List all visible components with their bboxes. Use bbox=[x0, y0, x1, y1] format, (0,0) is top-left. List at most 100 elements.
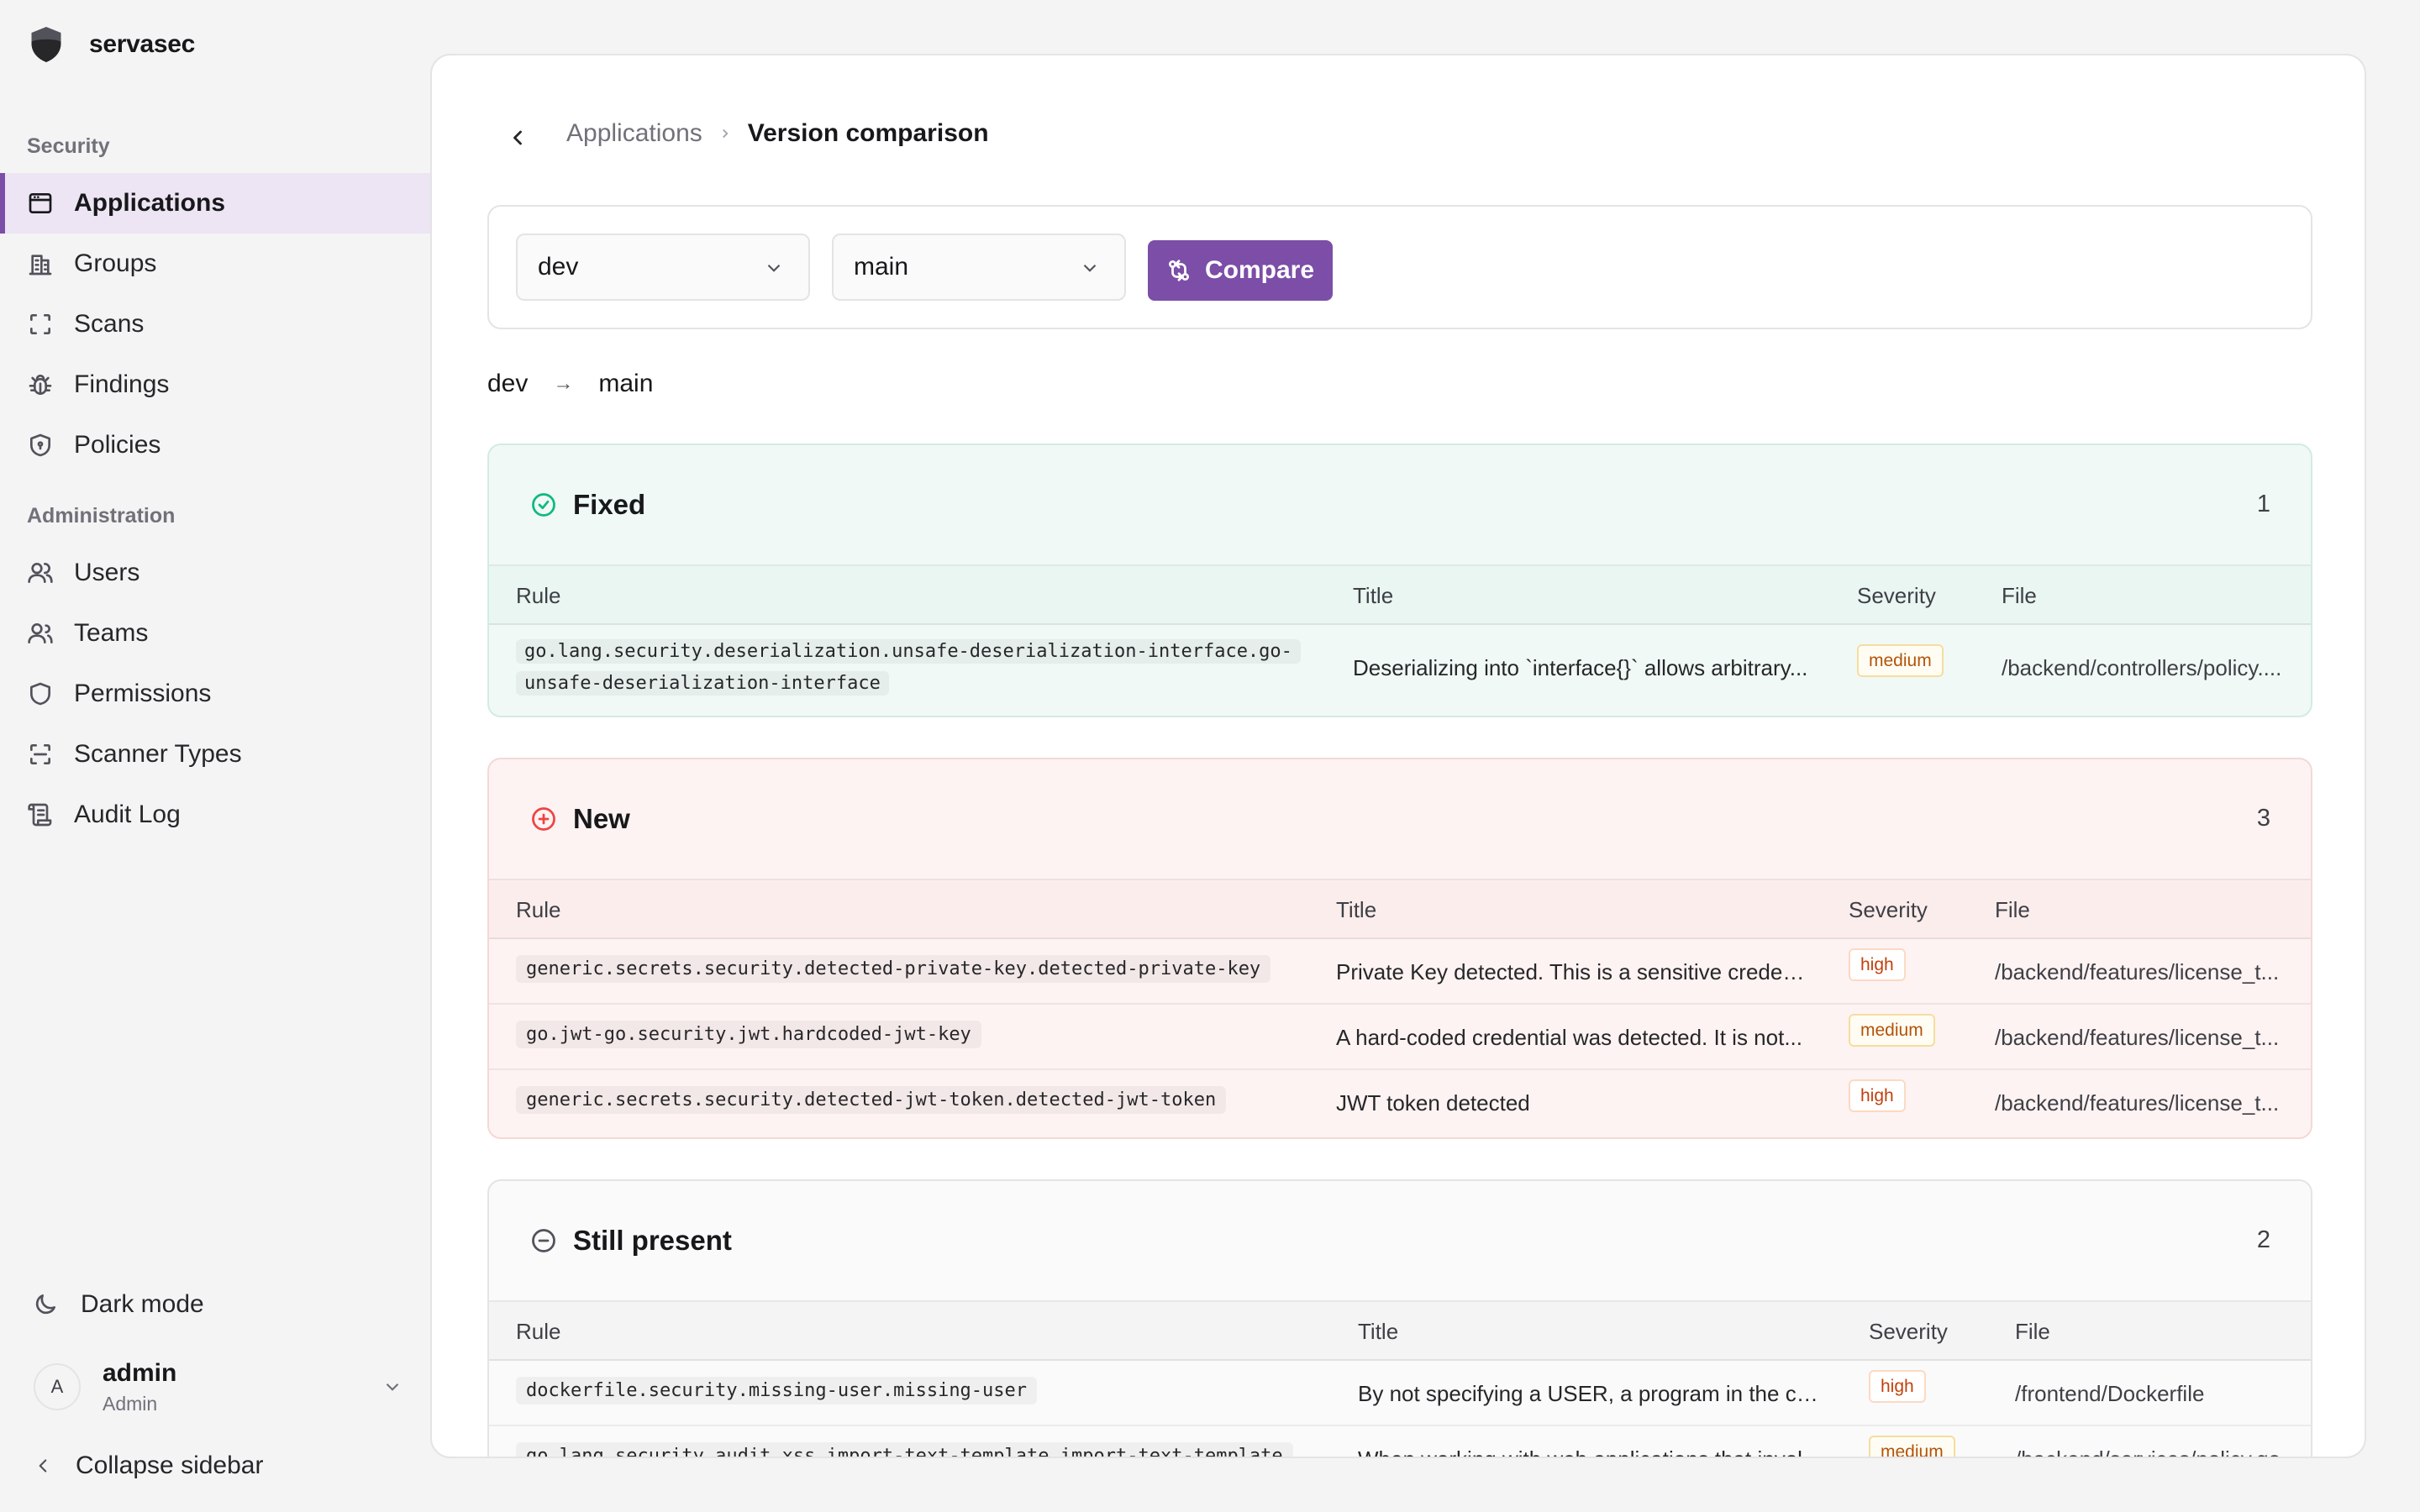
table-row[interactable]: go.jwt-go.security.jwt.hardcoded-jwt-key… bbox=[489, 1005, 2311, 1070]
comparison-summary: dev → main bbox=[487, 370, 653, 398]
finding-title: A hard-coded credential was detected. It… bbox=[1336, 1025, 1802, 1050]
bug-icon bbox=[27, 371, 54, 398]
breadcrumb-current: Version comparison bbox=[747, 119, 989, 147]
file-path: /backend/features/license_t... bbox=[1995, 1025, 2280, 1050]
column-title: Title bbox=[1336, 897, 1377, 922]
user-name: admin bbox=[103, 1358, 177, 1387]
compare-button[interactable]: Compare bbox=[1148, 240, 1333, 301]
rule-id: go.lang.security.deserialization.unsafe-… bbox=[516, 639, 1301, 696]
app-name: servasec bbox=[89, 30, 196, 58]
sidebar-item-label: Scans bbox=[74, 310, 145, 338]
to-version-select[interactable]: main bbox=[832, 234, 1126, 301]
rule-id: generic.secrets.security.detected-privat… bbox=[516, 955, 1271, 983]
file-path: /backend/features/license_t... bbox=[1995, 959, 2280, 984]
column-severity: Severity bbox=[1869, 1319, 1948, 1344]
dark-mode-toggle[interactable]: Dark mode bbox=[32, 1290, 204, 1319]
sidebar-item-label: Scanner Types bbox=[74, 740, 242, 768]
sidebar-item-label: Policies bbox=[74, 431, 161, 459]
sidebar-item-label: Teams bbox=[74, 619, 149, 647]
table-row[interactable]: go.lang.security.deserialization.unsafe-… bbox=[489, 625, 2311, 716]
column-file: File bbox=[2015, 1319, 2050, 1344]
user-role: Admin bbox=[103, 1392, 158, 1415]
severity-badge: high bbox=[1849, 948, 1906, 981]
file-path: /backend/controllers/policy.... bbox=[2002, 655, 2282, 680]
moon-icon bbox=[35, 1294, 55, 1315]
compare-label: Compare bbox=[1204, 256, 1315, 284]
user-menu[interactable]: A admin Admin bbox=[34, 1356, 403, 1418]
brand[interactable]: servasec bbox=[29, 25, 195, 64]
from-version-value: dev bbox=[538, 253, 579, 281]
user-icon bbox=[27, 559, 54, 586]
collapse-sidebar-label: Collapse sidebar bbox=[76, 1452, 264, 1479]
table-row[interactable]: generic.secrets.security.detected-jwt-to… bbox=[489, 1070, 2311, 1136]
sidebar-item-label: Applications bbox=[74, 189, 226, 217]
section-count: 1 bbox=[2256, 491, 2270, 517]
back-button[interactable] bbox=[502, 123, 533, 153]
sidebar-item-findings[interactable]: Findings bbox=[0, 354, 430, 415]
column-title: Title bbox=[1353, 583, 1394, 608]
sidebar-item-policies[interactable]: Policies bbox=[0, 415, 430, 475]
sidebar-item-label: Findings bbox=[74, 370, 170, 398]
severity-badge: high bbox=[1869, 1370, 1926, 1403]
chevron-down-icon bbox=[1079, 257, 1101, 279]
sidebar-item-groups[interactable]: Groups bbox=[0, 234, 430, 294]
from-version-select[interactable]: dev bbox=[516, 234, 810, 301]
git-compare-icon bbox=[1168, 260, 1189, 281]
column-file: File bbox=[1995, 897, 2030, 922]
column-rule: Rule bbox=[516, 583, 561, 608]
table-header: Rule Title Severity File bbox=[489, 1300, 2311, 1361]
nav-section-security: Security bbox=[27, 134, 110, 158]
chevron-down-icon bbox=[381, 1376, 403, 1398]
sidebar-item-audit-log[interactable]: Audit Log bbox=[0, 785, 430, 845]
sidebar-item-permissions[interactable]: Permissions bbox=[0, 664, 430, 724]
section-count: 2 bbox=[2256, 1226, 2270, 1253]
breadcrumb-applications[interactable]: Applications bbox=[566, 119, 702, 147]
table-row[interactable]: dockerfile.security.missing-user.missing… bbox=[489, 1361, 2311, 1426]
fixed-section: Fixed 1 Rule Title Severity File go.lang… bbox=[487, 444, 2312, 717]
sidebar: servasec Security Applications Groups Sc… bbox=[0, 0, 430, 1512]
finding-title: JWT token detected bbox=[1336, 1090, 1530, 1116]
column-file: File bbox=[2002, 583, 2037, 608]
breadcrumb: Applications Version comparison bbox=[566, 119, 989, 148]
shield-icon bbox=[27, 680, 54, 707]
sidebar-item-scanner-types[interactable]: Scanner Types bbox=[0, 724, 430, 785]
finding-title: Deserializing into `interface{}` allows … bbox=[1353, 655, 1808, 680]
finding-title: By not specifying a USER, a program in t… bbox=[1358, 1381, 1828, 1406]
sidebar-item-label: Users bbox=[74, 559, 140, 586]
sidebar-item-users[interactable]: Users bbox=[0, 543, 430, 603]
plus-circle-icon bbox=[532, 807, 555, 831]
building-icon bbox=[27, 250, 54, 277]
sidebar-item-applications[interactable]: Applications bbox=[0, 173, 430, 234]
finding-title: When working with web applications that … bbox=[1358, 1446, 1828, 1457]
arrow-right-icon: → bbox=[553, 372, 574, 395]
compare-toolbar: dev main Compare bbox=[487, 205, 2312, 329]
shield-logo-icon bbox=[31, 27, 61, 62]
severity-badge: high bbox=[1849, 1079, 1906, 1112]
sidebar-item-label: Groups bbox=[74, 249, 157, 277]
table-header: Rule Title Severity File bbox=[489, 879, 2311, 939]
sidebar-item-label: Permissions bbox=[74, 680, 212, 707]
main-content: Applications Version comparison dev main… bbox=[430, 54, 2366, 1458]
column-rule: Rule bbox=[516, 1319, 561, 1344]
column-severity: Severity bbox=[1849, 897, 1928, 922]
sidebar-item-teams[interactable]: Teams bbox=[0, 603, 430, 664]
severity-badge: medium bbox=[1849, 1014, 1935, 1047]
chevron-down-icon bbox=[763, 257, 785, 279]
finding-title: Private Key detected. This is a sensitiv… bbox=[1336, 959, 1807, 984]
scan-icon bbox=[27, 311, 54, 338]
sidebar-item-label: Audit Log bbox=[74, 801, 181, 828]
rule-id: go.jwt-go.security.jwt.hardcoded-jwt-key bbox=[516, 1021, 981, 1048]
severity-badge: medium bbox=[1869, 1436, 1955, 1457]
avatar: A bbox=[34, 1363, 81, 1410]
table-row[interactable]: go.lang.security.audit.xss.import-text-t… bbox=[489, 1426, 2311, 1457]
rule-id: dockerfile.security.missing-user.missing… bbox=[516, 1377, 1038, 1404]
column-title: Title bbox=[1358, 1319, 1399, 1344]
sidebar-item-scans[interactable]: Scans bbox=[0, 294, 430, 354]
scan-line-icon bbox=[27, 741, 54, 768]
file-path: /frontend/Dockerfile bbox=[2015, 1381, 2205, 1406]
collapse-sidebar-button[interactable]: Collapse sidebar bbox=[32, 1452, 263, 1480]
rule-id: go.lang.security.audit.xss.import-text-t… bbox=[516, 1442, 1293, 1457]
table-header: Rule Title Severity File bbox=[489, 564, 2311, 625]
table-row[interactable]: generic.secrets.security.detected-privat… bbox=[489, 939, 2311, 1005]
dark-mode-label: Dark mode bbox=[81, 1290, 204, 1318]
